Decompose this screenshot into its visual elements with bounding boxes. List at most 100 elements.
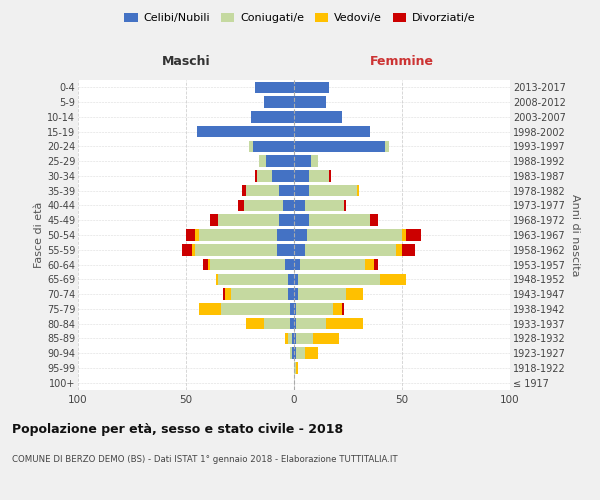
Bar: [313, 332, 340, 344]
Bar: [199, 303, 221, 314]
Bar: [186, 229, 194, 241]
Bar: [305, 200, 344, 211]
Bar: [290, 318, 294, 330]
Bar: [255, 170, 257, 181]
Bar: [251, 111, 294, 122]
Bar: [203, 259, 208, 270]
Bar: [298, 274, 380, 285]
Bar: [248, 140, 253, 152]
Bar: [194, 229, 199, 241]
Bar: [253, 140, 294, 152]
Bar: [374, 259, 378, 270]
Bar: [370, 214, 378, 226]
Bar: [277, 244, 294, 256]
Bar: [365, 259, 374, 270]
Bar: [356, 185, 359, 196]
Bar: [294, 244, 305, 256]
Bar: [294, 214, 309, 226]
Bar: [242, 185, 247, 196]
Bar: [259, 156, 266, 167]
Bar: [287, 288, 294, 300]
Bar: [296, 318, 326, 330]
Bar: [296, 362, 298, 374]
Bar: [279, 214, 294, 226]
Bar: [294, 229, 307, 241]
Bar: [218, 274, 287, 285]
Bar: [292, 332, 294, 344]
Bar: [294, 82, 329, 93]
Bar: [247, 185, 279, 196]
Bar: [264, 96, 294, 108]
Bar: [333, 303, 341, 314]
Text: COMUNE DI BERZO DEMO (BS) - Dati ISTAT 1° gennaio 2018 - Elaborazione TUTTITALIA: COMUNE DI BERZO DEMO (BS) - Dati ISTAT 1…: [12, 455, 398, 464]
Legend: Celibi/Nubili, Coniugati/e, Vedovi/e, Divorziati/e: Celibi/Nubili, Coniugati/e, Vedovi/e, Di…: [120, 8, 480, 28]
Text: Femmine: Femmine: [370, 55, 434, 68]
Bar: [309, 170, 329, 181]
Bar: [283, 200, 294, 211]
Bar: [210, 259, 286, 270]
Bar: [218, 214, 279, 226]
Bar: [305, 244, 395, 256]
Bar: [208, 259, 210, 270]
Bar: [232, 288, 287, 300]
Bar: [225, 288, 232, 300]
Bar: [290, 303, 294, 314]
Bar: [341, 303, 344, 314]
Bar: [216, 274, 218, 285]
Bar: [298, 288, 346, 300]
Bar: [199, 229, 277, 241]
Bar: [287, 274, 294, 285]
Bar: [193, 244, 194, 256]
Bar: [346, 288, 363, 300]
Bar: [294, 288, 298, 300]
Bar: [257, 170, 272, 181]
Bar: [294, 140, 385, 152]
Y-axis label: Fasce di età: Fasce di età: [34, 202, 44, 268]
Bar: [294, 274, 298, 285]
Bar: [294, 126, 370, 138]
Bar: [244, 200, 283, 211]
Bar: [294, 200, 305, 211]
Bar: [292, 348, 294, 359]
Bar: [329, 170, 331, 181]
Bar: [296, 348, 305, 359]
Bar: [307, 229, 402, 241]
Bar: [385, 140, 389, 152]
Bar: [223, 288, 225, 300]
Bar: [294, 170, 309, 181]
Text: Maschi: Maschi: [161, 55, 211, 68]
Bar: [305, 348, 318, 359]
Bar: [296, 332, 313, 344]
Bar: [247, 318, 264, 330]
Bar: [182, 244, 193, 256]
Y-axis label: Anni di nascita: Anni di nascita: [569, 194, 580, 276]
Bar: [277, 229, 294, 241]
Bar: [294, 332, 296, 344]
Bar: [255, 82, 294, 93]
Bar: [238, 200, 244, 211]
Bar: [402, 244, 415, 256]
Bar: [294, 303, 296, 314]
Bar: [279, 185, 294, 196]
Bar: [294, 362, 296, 374]
Bar: [395, 244, 402, 256]
Bar: [264, 318, 290, 330]
Bar: [344, 200, 346, 211]
Bar: [272, 170, 294, 181]
Bar: [309, 214, 370, 226]
Bar: [406, 229, 421, 241]
Bar: [286, 259, 294, 270]
Bar: [309, 185, 356, 196]
Bar: [402, 229, 406, 241]
Bar: [380, 274, 406, 285]
Bar: [294, 185, 309, 196]
Bar: [210, 214, 218, 226]
Bar: [221, 303, 290, 314]
Bar: [311, 156, 318, 167]
Bar: [294, 156, 311, 167]
Bar: [286, 332, 287, 344]
Bar: [194, 244, 277, 256]
Bar: [294, 318, 296, 330]
Bar: [294, 96, 326, 108]
Bar: [294, 348, 296, 359]
